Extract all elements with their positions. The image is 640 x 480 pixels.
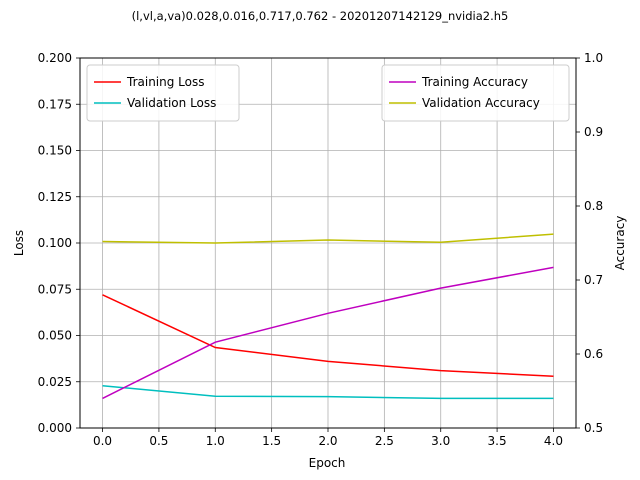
- series-line-training-accuracy: [102, 266, 554, 400]
- y-right-tick-label: 0.9: [584, 125, 603, 139]
- y-left-tick-label: 0.125: [38, 190, 72, 204]
- y-left-tick-label: 0.025: [38, 375, 72, 389]
- y-axis-left: 0.000 0.025 0.050 0.075 0.100 0.125 0.150 0.175…: [38, 51, 80, 435]
- legend-left: Training Loss Validation Loss: [86, 64, 240, 122]
- x-tick-label: 3.0: [431, 434, 450, 448]
- legend-label: Training Loss: [126, 75, 204, 89]
- legend-label: Validation Loss: [127, 96, 216, 110]
- x-tick-label: 3.5: [488, 434, 507, 448]
- x-tick-label: 0.5: [149, 434, 168, 448]
- x-tick-label: 1.5: [262, 434, 281, 448]
- chart-title: (l,vl,a,va)0.028,0.016,0.717,0.762 - 202…: [132, 9, 509, 23]
- series-lines: [102, 233, 554, 400]
- series-line-training-loss: [102, 294, 554, 377]
- x-tick-label: 4.0: [544, 434, 563, 448]
- series-line-validation-accuracy: [102, 233, 554, 244]
- y-axis-left-label: Loss: [12, 230, 26, 256]
- y-left-tick-label: 0.075: [38, 282, 72, 296]
- x-tick-label: 2.0: [318, 434, 337, 448]
- y-right-tick-label: 0.5: [584, 421, 603, 435]
- x-tick-label: 1.0: [206, 434, 225, 448]
- y-right-tick-label: 0.7: [584, 273, 603, 287]
- x-tick-label: 2.5: [375, 434, 394, 448]
- y-left-tick-label: 0.100: [38, 236, 72, 250]
- y-left-tick-label: 0.200: [38, 51, 72, 65]
- y-right-tick-label: 0.8: [584, 199, 603, 213]
- y-left-tick-label: 0.050: [38, 329, 72, 343]
- y-right-tick-label: 1.0: [584, 51, 603, 65]
- y-axis-right-label: Accuracy: [613, 216, 627, 271]
- x-axis-label: Epoch: [309, 456, 346, 470]
- series-line-validation-loss: [102, 385, 554, 400]
- legend-label: Training Accuracy: [421, 75, 528, 89]
- legend-box: [86, 64, 240, 122]
- y-left-tick-label: 0.150: [38, 144, 72, 158]
- legend-box: [381, 64, 570, 122]
- y-right-tick-label: 0.6: [584, 347, 603, 361]
- y-axis-right: 0.5 0.6 0.7 0.8 0.9 1.0: [576, 51, 603, 435]
- y-left-tick-label: 0.175: [38, 97, 72, 111]
- x-axis: 0.0 0.5 1.0 1.5 2.0 2.5 3.0 3.5 4.0: [93, 428, 563, 448]
- legend-right: Training Accuracy Validation Accuracy: [381, 64, 570, 122]
- x-tick-label: 0.0: [93, 434, 112, 448]
- y-left-tick-label: 0.000: [38, 421, 72, 435]
- legend-label: Validation Accuracy: [422, 96, 540, 110]
